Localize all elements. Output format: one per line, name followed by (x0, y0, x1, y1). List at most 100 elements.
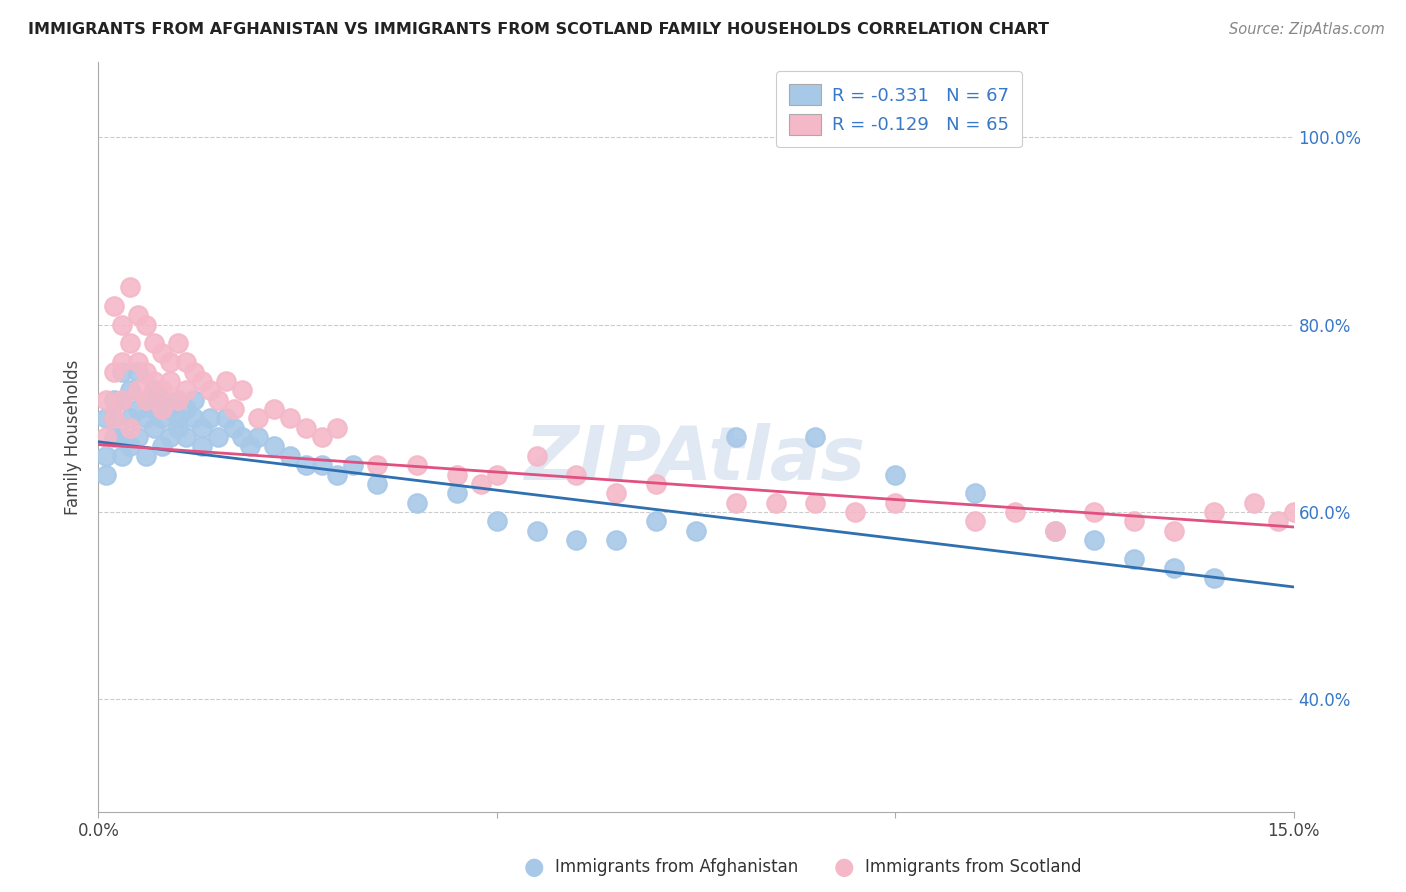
Point (127, 402, 149, 417)
Point (127, 384, 149, 398)
Point (135, 411, 157, 425)
Point (198, 411, 221, 425)
Point (96, 449, 118, 463)
Point (844, 505, 866, 519)
Point (159, 430, 181, 444)
Point (150, 346, 173, 360)
Point (127, 309, 149, 323)
Point (294, 421, 316, 435)
Point (159, 374, 181, 388)
Point (1282, 505, 1305, 519)
Point (446, 467, 468, 482)
Point (150, 402, 173, 417)
Point (406, 496, 429, 510)
Point (127, 365, 149, 379)
Point (183, 411, 205, 425)
Legend: R = -0.331   N = 67, R = -0.129   N = 65: R = -0.331 N = 67, R = -0.129 N = 65 (776, 71, 1022, 147)
Point (174, 355, 197, 369)
Point (167, 392, 190, 407)
Point (191, 374, 214, 388)
Point (804, 496, 827, 510)
Point (111, 449, 134, 463)
Point (1202, 505, 1225, 519)
Text: ●: ● (834, 855, 853, 879)
Point (278, 449, 301, 463)
Point (263, 402, 285, 417)
Text: ZIPAtlas: ZIPAtlas (526, 423, 866, 496)
Point (342, 458, 364, 473)
Point (127, 430, 149, 444)
Point (174, 430, 197, 444)
Point (366, 458, 388, 473)
Point (120, 280, 142, 294)
Text: IMMIGRANTS FROM AFGHANISTAN VS IMMIGRANTS FROM SCOTLAND FAMILY HOUSEHOLDS CORREL: IMMIGRANTS FROM AFGHANISTAN VS IMMIGRANT… (28, 22, 1049, 37)
Point (1267, 514, 1289, 528)
Point (135, 449, 157, 463)
Point (96, 467, 118, 482)
Point (167, 411, 190, 425)
Point (135, 392, 157, 407)
Point (159, 355, 181, 369)
Point (103, 430, 125, 444)
Y-axis label: Family Households: Family Households (65, 359, 83, 515)
Point (963, 514, 986, 528)
Point (724, 430, 747, 444)
Text: Immigrants from Afghanistan: Immigrants from Afghanistan (555, 858, 799, 876)
Point (565, 533, 588, 548)
Point (143, 402, 166, 417)
Point (222, 421, 245, 435)
Point (96, 411, 118, 425)
Point (191, 421, 214, 435)
Point (470, 476, 492, 491)
Point (111, 392, 134, 407)
Point (311, 430, 333, 444)
Point (143, 336, 166, 351)
Point (159, 402, 181, 417)
Point (167, 336, 190, 351)
Point (111, 365, 134, 379)
Point (526, 524, 548, 538)
Point (167, 421, 190, 435)
Point (685, 524, 707, 538)
Point (207, 392, 229, 407)
Point (645, 514, 668, 528)
Point (150, 440, 173, 454)
Point (485, 467, 508, 482)
Point (120, 440, 142, 454)
Point (246, 411, 269, 425)
Point (565, 467, 588, 482)
Point (278, 411, 301, 425)
Point (311, 458, 333, 473)
Point (326, 421, 349, 435)
Point (143, 421, 166, 435)
Point (111, 318, 134, 332)
Point (127, 355, 149, 369)
Point (191, 440, 214, 454)
Point (103, 411, 125, 425)
Point (446, 486, 468, 500)
Point (150, 392, 173, 407)
Point (103, 411, 125, 425)
Point (1083, 533, 1105, 548)
Point (485, 514, 508, 528)
Point (198, 384, 221, 398)
Point (605, 533, 627, 548)
Text: Immigrants from Scotland: Immigrants from Scotland (865, 858, 1081, 876)
Point (605, 486, 627, 500)
Point (215, 411, 238, 425)
Point (294, 458, 316, 473)
Point (724, 496, 747, 510)
Point (167, 392, 190, 407)
Point (183, 365, 205, 379)
Point (645, 476, 668, 491)
Point (231, 430, 253, 444)
Point (963, 486, 986, 500)
Point (884, 467, 907, 482)
Point (1004, 505, 1026, 519)
Point (111, 430, 134, 444)
Point (1043, 524, 1066, 538)
Point (526, 449, 548, 463)
Point (120, 421, 142, 435)
Point (103, 299, 125, 313)
Point (135, 365, 157, 379)
